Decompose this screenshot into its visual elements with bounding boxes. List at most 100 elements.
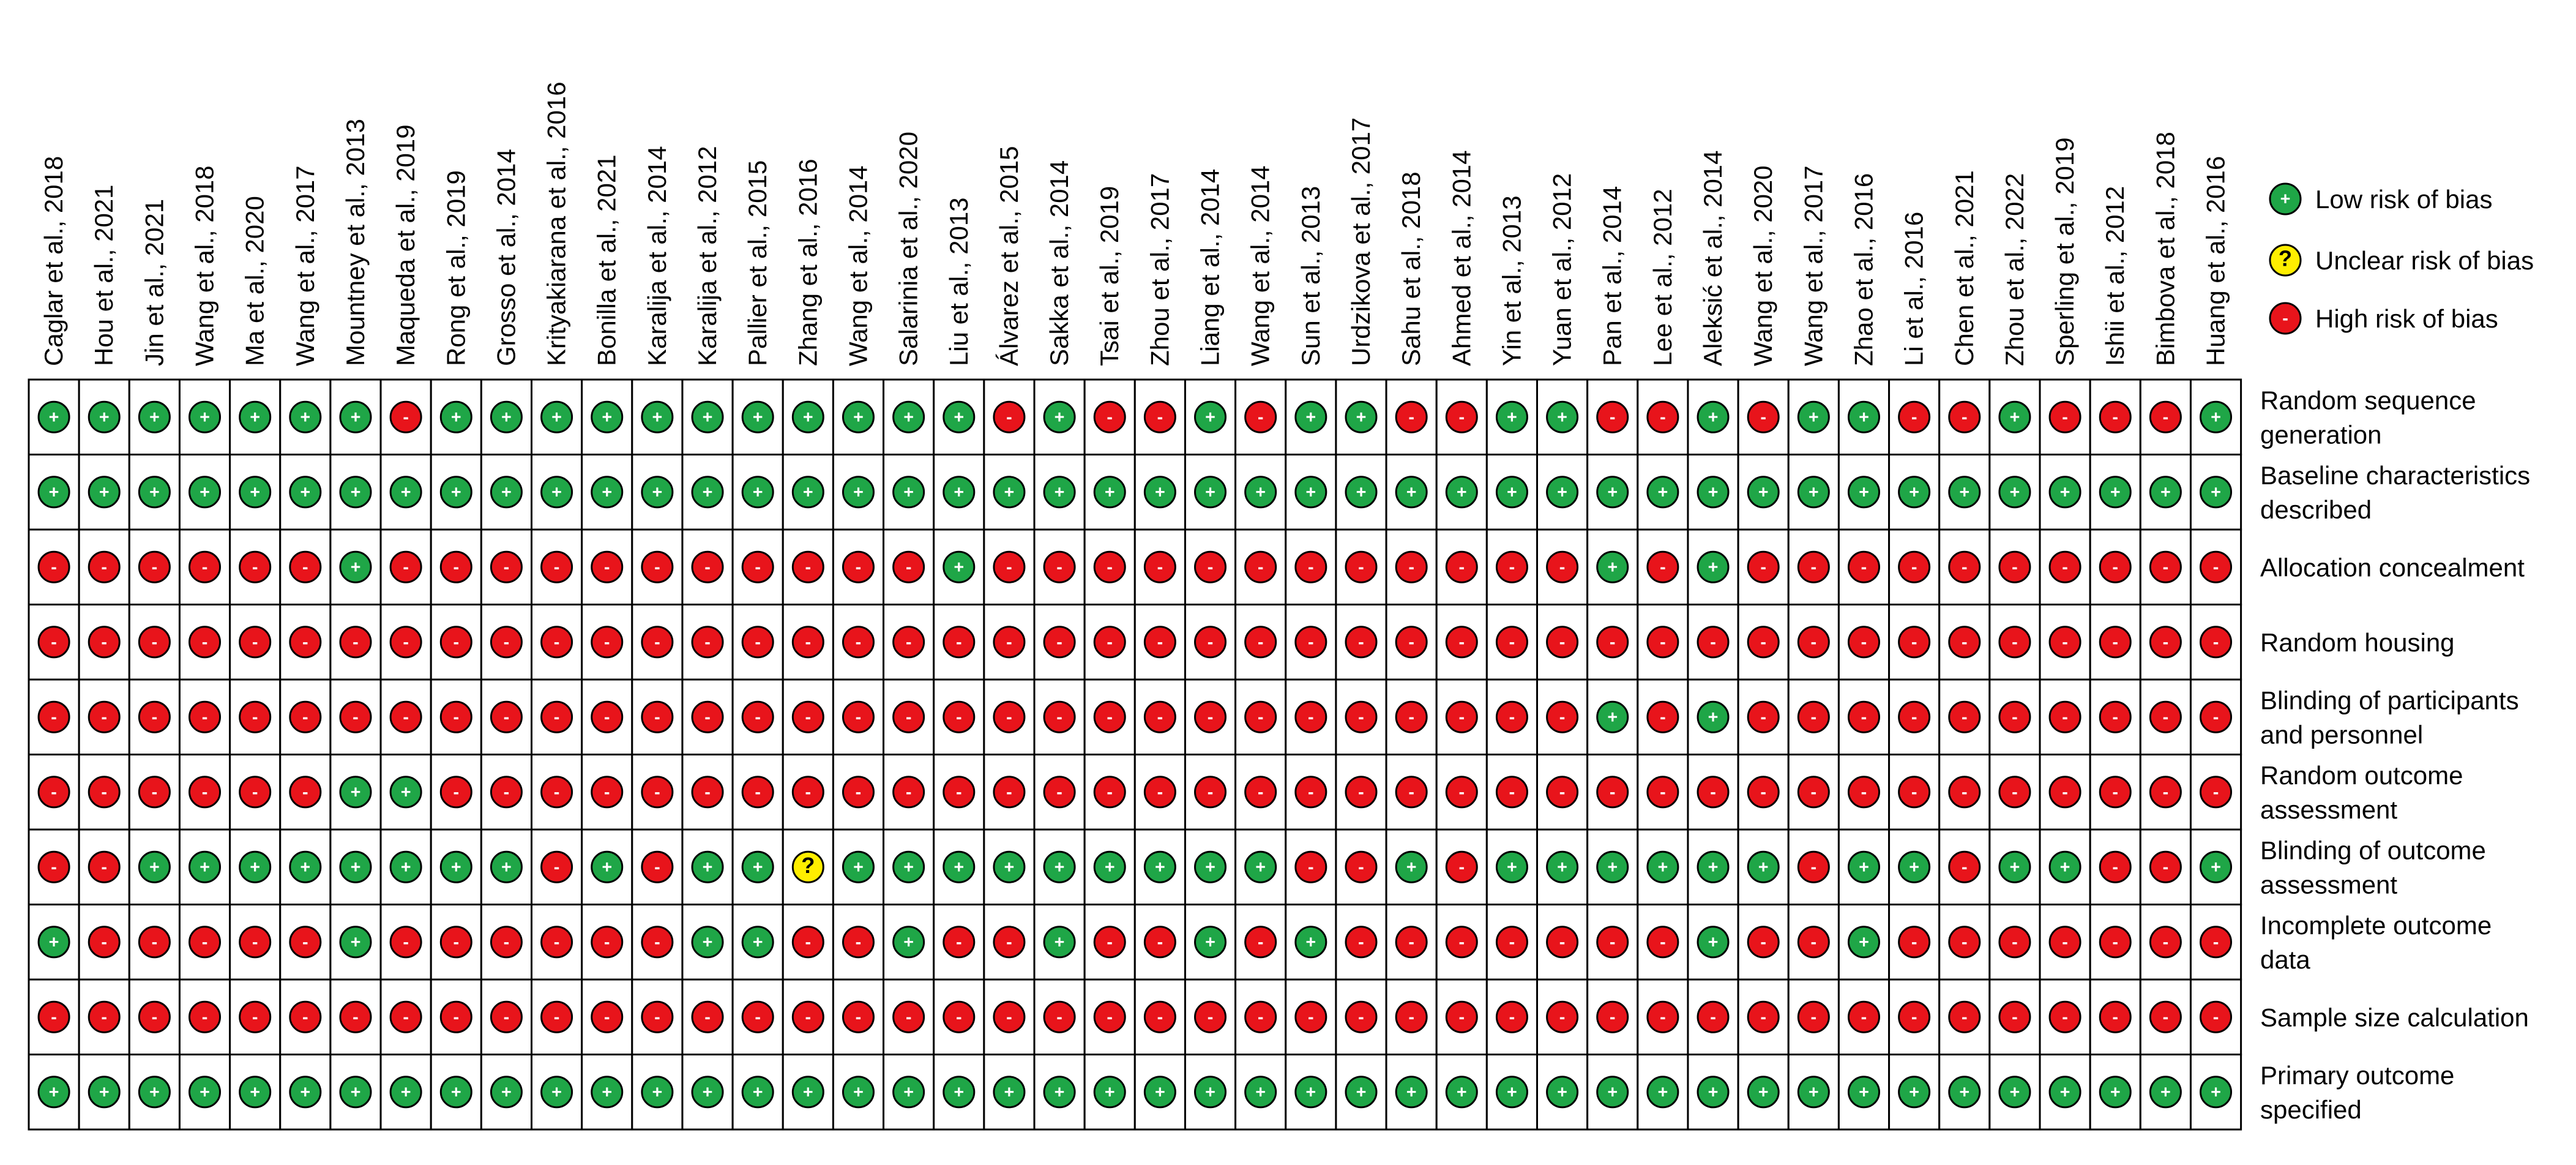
marker-symbol: - [1208,1008,1214,1027]
marker-circle [540,700,573,733]
marker-circle [2048,700,2081,733]
marker-circle [1948,776,1981,809]
low-risk-marker: + [892,850,925,883]
high-risk-marker: - [138,700,171,733]
low-risk-marker: + [1395,1076,1428,1109]
marker-symbol: - [2112,858,2118,877]
marker-circle [741,1000,774,1033]
low-risk-marker: + [1445,1076,1478,1109]
marker-circle [1294,1076,1327,1109]
marker-circle [1294,550,1327,583]
high-risk-marker: - [389,550,422,583]
low-risk-marker: + [842,850,875,883]
marker-symbol: - [654,858,660,877]
high-risk-marker: - [1646,926,1679,959]
marker-symbol: + [2010,408,2020,427]
marker-circle [239,550,272,583]
high-risk-marker: - [490,626,523,659]
marker-symbol: + [954,482,964,502]
marker-circle [1898,626,1931,659]
marker-symbol: + [1708,708,1719,727]
high-risk-marker: - [993,926,1026,959]
domain-label: Blinding of participants [2260,686,2519,714]
high-risk-marker: - [1395,926,1428,959]
grid-cell [1536,828,1589,905]
marker-symbol: - [1107,1008,1113,1027]
marker-circle [1546,626,1579,659]
low-risk-marker: + [490,850,523,883]
marker-symbol: - [2213,632,2219,652]
marker-circle [540,400,573,433]
marker-circle [239,476,272,509]
low-risk-marker: + [892,1076,925,1109]
marker-symbol: + [2160,1082,2171,1102]
study-label: Sahu et al., 2018 [1397,171,1425,366]
grid-cell [631,978,684,1055]
marker-circle [189,476,222,509]
marker-circle [1898,400,1931,433]
marker-circle [1898,926,1931,959]
marker-circle [892,926,925,959]
marker-symbol: + [652,408,662,427]
marker-circle [1143,476,1176,509]
marker-circle [2099,550,2132,583]
high-risk-marker: - [239,550,272,583]
marker-symbol: + [300,482,310,502]
high-risk-marker: - [1395,550,1428,583]
marker-symbol: + [200,482,210,502]
marker-symbol: + [1205,858,1215,877]
high-risk-marker: - [943,1000,976,1033]
low-risk-marker: + [289,400,322,433]
domain-label: Blinding of outcome [2260,836,2486,864]
low-risk-marker: + [37,400,70,433]
marker-symbol: - [1760,782,1766,802]
marker-symbol: - [101,782,107,802]
marker-symbol: + [1255,482,1266,502]
marker-symbol: - [554,708,560,727]
marker-circle [490,476,523,509]
marker-symbol: - [2163,932,2169,952]
low-risk-marker: + [1546,400,1579,433]
marker-circle [189,926,222,959]
marker-circle [1747,1000,1780,1033]
high-risk-marker: - [791,700,824,733]
low-risk-marker: + [1194,476,1227,509]
marker-symbol: - [805,708,812,727]
marker-symbol: - [51,708,57,727]
high-risk-marker: - [1395,1000,1428,1033]
marker-symbol: - [1408,632,1414,652]
marker-circle [1194,700,1227,733]
marker-circle [1847,1000,1880,1033]
marker-symbol: + [1557,858,1567,877]
marker-circle [389,476,422,509]
marker-circle [1898,476,1931,509]
marker-symbol: + [1155,482,1165,502]
legend: + Low risk of bias? Unclear risk of bias - H… [2269,182,2534,335]
marker-symbol: - [1962,632,1968,652]
marker-symbol: + [2211,408,2221,427]
marker-symbol: - [101,932,107,952]
marker-symbol: + [451,858,461,877]
marker-symbol: - [51,632,57,652]
marker-circle [1395,626,1428,659]
marker-circle [993,700,1026,733]
high-risk-marker: - [1898,1000,1931,1033]
high-risk-marker: - [1747,550,1780,583]
marker-symbol: + [1155,858,1165,877]
marker-circle [1697,626,1730,659]
marker-symbol: - [1208,558,1214,577]
marker-circle [189,1076,222,1109]
marker-symbol: - [1962,1008,1968,1027]
marker-symbol: - [1509,1008,1515,1027]
marker-symbol: - [504,558,510,577]
marker-symbol: - [1308,858,1314,877]
high-risk-marker: - [1546,700,1579,733]
high-risk-marker: - [1596,626,1629,659]
low-risk-marker: + [2200,476,2233,509]
marker-symbol: + [1055,1082,1065,1102]
marker-symbol: - [1811,1008,1817,1027]
marker-circle [239,1000,272,1033]
low-risk-marker: + [1345,1076,1378,1109]
high-risk-marker: - [2200,1000,2233,1033]
high-risk-marker: - [1747,1000,1780,1033]
